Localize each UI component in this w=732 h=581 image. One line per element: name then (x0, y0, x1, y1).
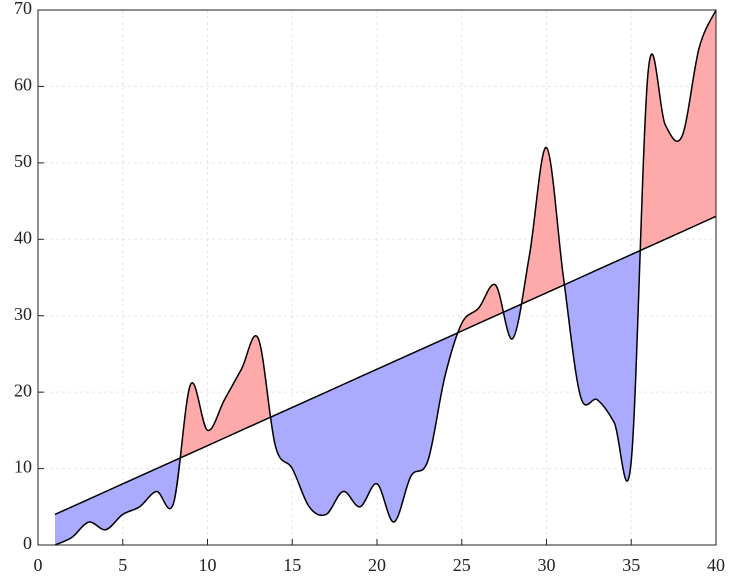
curve (54, 9, 717, 546)
y-tick-label: 30 (14, 304, 32, 324)
plot-frame (37, 9, 717, 546)
y-tick-label: 70 (14, 0, 32, 18)
baseline (54, 215, 717, 516)
y-tick-label: 40 (14, 227, 32, 247)
x-tick-label: 30 (538, 555, 556, 575)
y-tick-label: 0 (23, 533, 32, 553)
y-tick-label: 20 (14, 380, 32, 400)
x-tick-label: 0 (34, 555, 43, 575)
x-tick-label: 35 (622, 555, 640, 575)
x-tick-label: 40 (707, 555, 725, 575)
area-below (54, 216, 716, 545)
x-tick-label: 25 (453, 555, 471, 575)
x-tick-label: 5 (118, 555, 127, 575)
y-tick-label: 50 (14, 151, 32, 171)
y-tick-label: 10 (14, 457, 32, 477)
y-tick-label: 60 (14, 75, 32, 95)
x-tick-label: 15 (283, 555, 301, 575)
x-tick-label: 20 (368, 555, 386, 575)
x-tick-label: 10 (199, 555, 217, 575)
